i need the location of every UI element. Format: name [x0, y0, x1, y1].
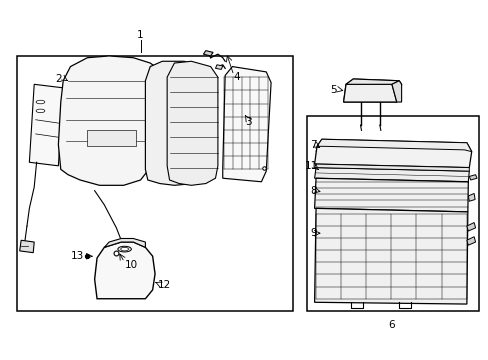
Text: 3: 3 [244, 117, 251, 126]
Ellipse shape [121, 247, 128, 251]
Text: 6: 6 [388, 320, 394, 330]
Text: 4: 4 [233, 72, 240, 82]
Text: 13: 13 [71, 251, 84, 261]
Text: 10: 10 [124, 260, 137, 270]
Polygon shape [314, 168, 468, 182]
Polygon shape [314, 164, 468, 171]
Polygon shape [468, 193, 474, 201]
Polygon shape [391, 81, 401, 102]
Polygon shape [316, 139, 471, 152]
Polygon shape [314, 139, 471, 168]
Text: 1: 1 [137, 30, 143, 40]
Polygon shape [314, 178, 468, 212]
Polygon shape [203, 51, 213, 56]
Polygon shape [346, 79, 398, 84]
Ellipse shape [118, 246, 131, 252]
Polygon shape [58, 56, 160, 185]
Polygon shape [167, 61, 218, 185]
Text: 11: 11 [304, 161, 317, 171]
Polygon shape [343, 84, 396, 102]
Polygon shape [87, 130, 136, 146]
Polygon shape [145, 61, 208, 185]
Text: 7: 7 [310, 140, 316, 149]
Text: 12: 12 [158, 280, 171, 289]
Polygon shape [223, 67, 270, 182]
Ellipse shape [36, 100, 45, 104]
Polygon shape [314, 208, 467, 304]
Polygon shape [468, 175, 476, 180]
Polygon shape [95, 242, 155, 299]
Text: 5: 5 [330, 85, 337, 95]
Polygon shape [29, 84, 63, 166]
Polygon shape [466, 237, 475, 245]
Polygon shape [104, 238, 145, 247]
Text: 9: 9 [310, 228, 316, 238]
Bar [17, 56, 292, 311]
Polygon shape [343, 79, 401, 102]
Bar [307, 116, 478, 311]
Polygon shape [20, 240, 34, 253]
Polygon shape [466, 222, 475, 231]
Ellipse shape [36, 109, 45, 113]
Text: 8: 8 [310, 186, 316, 195]
Text: 2: 2 [55, 74, 61, 84]
Polygon shape [215, 65, 223, 69]
